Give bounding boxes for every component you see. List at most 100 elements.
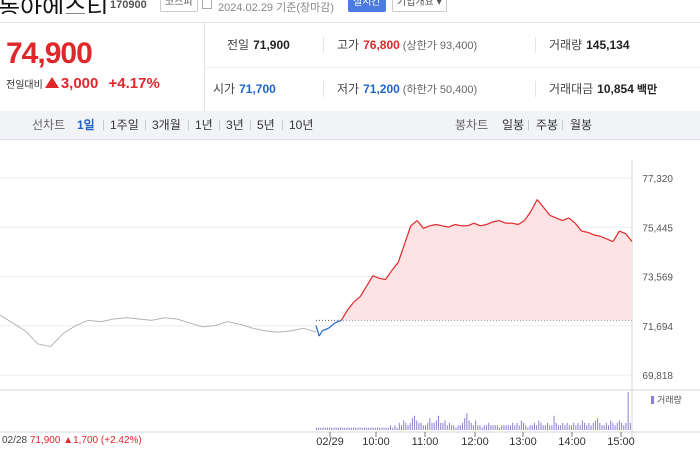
today-line-segment	[423, 225, 430, 229]
volume-bar	[575, 425, 577, 430]
volume-bar	[324, 427, 326, 430]
chart-toolbar: 선차트 1일 1주일 3개월 1년 3년 5년 10년 봉차트 일봉 주봉 월봉	[0, 111, 700, 140]
volume-bar	[601, 425, 603, 430]
volume-bar	[468, 420, 470, 430]
today-line-segment	[581, 230, 588, 233]
today-line-segment	[372, 275, 380, 279]
today-line-segment	[347, 301, 355, 311]
period-10y[interactable]: 10년	[289, 118, 314, 132]
volume-bar	[451, 425, 453, 430]
x-tick-label: 11:00	[412, 436, 439, 448]
period-1d[interactable]: 1일	[77, 118, 95, 132]
volume-bar	[560, 425, 562, 430]
volume-bar	[431, 422, 433, 430]
volume-bar	[355, 427, 357, 430]
volume-bar	[529, 425, 531, 430]
period-5y[interactable]: 5년	[257, 118, 275, 132]
volume-bar	[488, 422, 490, 430]
price-chart-svg: 77,320 75,445 73,569 71,694 69,818 02/29 10:00…	[0, 160, 700, 448]
today-line-segment	[549, 214, 557, 219]
volume-bar	[520, 420, 522, 430]
volume-bar	[518, 425, 520, 430]
volume-bar	[533, 422, 535, 430]
volume-bar	[337, 427, 339, 430]
volume-bar	[385, 427, 387, 430]
x-tick-label: 12:00	[461, 436, 489, 448]
stock-name: 동아에스티	[0, 0, 109, 14]
volume-bar	[377, 427, 379, 430]
quote-details: 전일 71,900 고가 76,800 (상한가 93,400) 거래량 145,134…	[205, 23, 700, 111]
volume-bar	[547, 422, 549, 430]
today-line-segment	[318, 330, 323, 337]
volume-bar	[629, 422, 631, 430]
line-chart-label: 선차트	[32, 118, 66, 132]
stock-header: 동아에스티 170900 코스피 2024.02.29 기준(장마감) 실시간 …	[0, 0, 700, 14]
volume-bar	[562, 422, 564, 430]
period-1y[interactable]: 1년	[195, 118, 213, 132]
today-line-segment	[416, 220, 424, 229]
price-chart[interactable]: 77,320 75,445 73,569 71,694 69,818 02/29 10:00…	[0, 140, 700, 450]
today-line-segment	[353, 296, 361, 303]
volume-bar	[346, 427, 348, 430]
volume-bar	[446, 425, 448, 430]
volume-bar	[599, 422, 601, 430]
today-line-segment	[543, 207, 551, 216]
volume-bar	[440, 422, 442, 430]
volume-bar	[605, 422, 607, 430]
volume-bar	[387, 427, 389, 430]
quote-panel: 74,900 전일대비 3,000 +4.17% 전일 71,900 고가 76,80…	[0, 22, 700, 112]
realtime-badge[interactable]: 실시간	[348, 0, 386, 12]
prev-close: 전일 71,900	[227, 38, 290, 52]
today-line-segment	[410, 220, 418, 227]
volume-bar	[374, 427, 376, 430]
volume-bar	[392, 427, 394, 430]
volume-bar	[435, 420, 437, 430]
candle-daily[interactable]: 일봉	[502, 118, 525, 132]
period-1w[interactable]: 1주일	[110, 118, 139, 132]
x-tick-label: 13:00	[509, 436, 537, 448]
volume-bar	[326, 427, 328, 430]
today-line-segment	[391, 262, 399, 271]
today-line-segment	[435, 223, 443, 227]
volume-bar	[616, 422, 618, 430]
company-overview-button[interactable]: 기업개요 ▾	[392, 0, 447, 12]
price-change: 전일대비 3,000 +4.17%	[6, 75, 160, 92]
today-line-segment	[473, 222, 481, 227]
volume-bar	[512, 422, 514, 430]
volume-bar	[381, 427, 383, 430]
volume-legend: 거래량	[651, 393, 682, 406]
volume-bar	[494, 425, 496, 430]
volume-bar	[470, 422, 472, 430]
candle-weekly[interactable]: 주봉	[536, 118, 559, 132]
volume-bar	[398, 422, 400, 430]
volume-bar	[459, 425, 461, 430]
volume-bar	[322, 427, 324, 430]
candle-monthly[interactable]: 월봉	[570, 118, 593, 132]
volume-bar	[531, 425, 533, 430]
trade-amount: 거래대금 10,854 백만	[549, 82, 658, 96]
volume-bar	[405, 422, 407, 430]
today-line-segment	[587, 231, 595, 236]
volume-bar	[333, 427, 335, 430]
volume-bar	[429, 418, 431, 430]
today-line-segment	[486, 221, 494, 226]
volume-bar	[366, 427, 368, 430]
period-3y[interactable]: 3년	[226, 118, 244, 132]
volume-bar	[608, 425, 610, 430]
change-label: 전일대비	[6, 80, 43, 91]
volume-bar	[594, 420, 596, 430]
volume-bar	[564, 425, 566, 430]
volume-bar	[466, 413, 468, 430]
volume-bar	[505, 425, 507, 430]
today-line-segment	[499, 219, 506, 224]
period-3m[interactable]: 3개월	[152, 118, 181, 132]
stock-code: 170900	[110, 0, 147, 11]
volume-bar	[590, 425, 592, 430]
volume-bar	[363, 427, 365, 430]
volume-bar	[457, 425, 459, 430]
volume-bar	[448, 422, 450, 430]
volume-bar	[361, 427, 363, 430]
volume-bar	[477, 425, 479, 430]
volume-bar	[407, 425, 409, 430]
volume-bar	[612, 422, 614, 430]
